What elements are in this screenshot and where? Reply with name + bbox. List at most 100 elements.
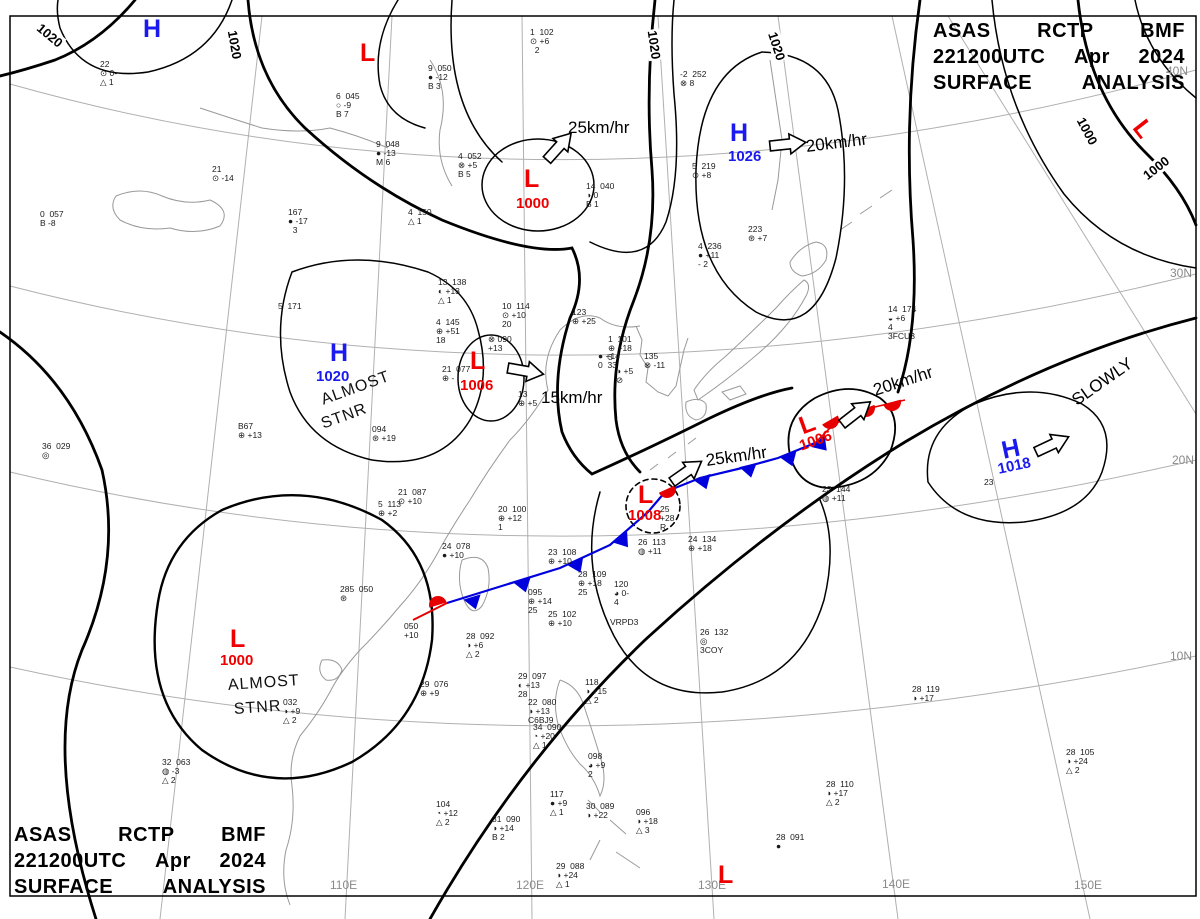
title-word: SURFACE [14,876,114,898]
station-plot: 104 ◔ +12 △ 2 [436,799,458,827]
coast-ryukyu [649,437,697,471]
movement-arrow-icon [837,400,872,430]
station-plot: 28 105 ◑ +24 △ 2 [1066,747,1095,775]
station-plot: 4 145 ⊕ +51 18 [436,317,460,345]
coastlines [112,59,893,906]
station-plot: 050 +10 [404,621,419,640]
parallel-20n [9,459,1197,537]
title-block-topright: ASAS RCTP BMF 221200UTC Apr 2024 SURFACE ANALYS… [933,18,1185,96]
warm-front-line [412,602,448,621]
isobar [457,334,525,422]
parallel-10n [9,655,1197,727]
pressure-value: 1020 [316,368,350,385]
latitude-label: 10N [1170,649,1193,663]
station-plot: B67 ⊕ +13 [238,421,262,440]
station-plot: 25 +28 R [660,504,675,532]
station-plot: -2 252 ⊗ 8 [680,69,707,88]
station-plot: 24 078 ● +10 [442,541,471,560]
station-plot: 285 050 ⊛ [340,584,374,603]
pressure-value: 1006 [460,377,494,394]
longitude-label: 140E [882,877,911,891]
title-word: ANALYSIS [1081,72,1185,94]
low-center-symbol: L [718,861,734,889]
station-plot: 098 ◕ +9 2 [588,751,606,779]
station-plot: 25 102 ⊕ +10 [548,609,577,628]
title-word: BMF [221,824,266,846]
station-plot: 28 091 ● [776,832,805,851]
warm-front-semicircle [658,485,676,498]
cold-front-triangle [779,450,797,467]
pressure-value: 1000 [220,652,254,669]
title-word: Apr [154,850,191,872]
cold-front-triangle [566,557,584,573]
coast-lake [112,190,225,232]
isobar [0,0,137,78]
movement-speed-label: 15km/hr [541,388,603,407]
isobar [589,0,678,254]
cold-front-triangle [693,473,711,490]
low-center-symbol: L [524,165,540,193]
title-word: 2024 [1138,46,1185,68]
title-word: RCTP [1037,20,1094,42]
isobar [1134,0,1197,99]
station-plot: 28 119 ◑ +17 [912,684,940,703]
isobar [450,0,503,163]
isobar [377,0,426,129]
station-plot: 23 [984,477,994,487]
title-word: ASAS [14,824,72,846]
low-center-symbol: L [360,39,376,67]
coast-shikoku [721,385,747,401]
movement-arrow-icon [668,460,703,488]
warm-front-semicircle [822,415,839,429]
isobar [991,0,1197,269]
station-plot: 094 ⊛ +19 [372,424,396,443]
station-plot: 123 ⊕ +25 [572,307,596,326]
high-center-symbol: H [330,339,349,367]
station-plot: 29 076 ⊕ +9 [420,679,449,698]
station-plot: ● +14 0 33 [598,351,620,370]
station-plot: 26 132 ◎ 3COY [700,627,729,655]
meridian-110e [344,15,393,919]
station-plot: ◑ +5 ⊘ [616,366,634,385]
station-plot: 13 138 ◐ +13 △ 1 [438,277,467,305]
title-line: ASAS RCTP BMF [14,822,266,848]
pressure-value: 1026 [728,148,762,165]
coast-bohai [559,315,641,331]
station-plot: 10 114 ⊙ +10 20 [502,301,530,329]
station-plot: 31 090 ◑ +14 B 2 [492,814,521,842]
coast-hainan [319,659,343,681]
station-plot: 26 113 ◍ +11 [638,537,666,556]
station-plot: 28 092 ◑ +6 △ 2 [466,631,495,659]
coast-taiwan [458,556,490,612]
developing-low-dashed-circle [625,478,681,534]
station-plot: 032 ◑ +9 △ 2 [283,697,301,725]
isobar [56,0,233,75]
latitude-label: 30N [1170,266,1193,280]
coast-river [429,59,453,187]
meridian-160e [947,15,1197,415]
station-plot: 13 ⊕ +5 [518,389,538,408]
station-plot: 167 ● -17 3 [288,207,308,235]
parallel-40n [9,69,1197,161]
movement-note: STNR [233,697,283,718]
fronts-and-arrows [412,132,1070,621]
title-line: 221200UTC Apr 2024 [14,848,266,874]
pressure-value: 1000 [516,195,550,212]
coast-luzon [554,679,605,798]
isobar [279,259,485,463]
coast-china [283,329,561,906]
map-frame [9,15,1197,897]
isobar [896,0,922,394]
high-center-symbol: H [730,119,749,147]
longitude-label: 130E [698,878,727,892]
title-word: RCTP [118,824,175,846]
station-plot: 117 ● +9 △ 1 [550,789,568,817]
meridian-150e [891,15,1091,919]
station-plot: 4 052 ⊗ +5 B 5 [458,151,482,179]
coast-honshu [693,279,810,401]
coast-kyushu [685,398,707,421]
meridian-120e [521,15,533,919]
station-plot: 20 100 ⊕ +12 1 [498,504,527,532]
